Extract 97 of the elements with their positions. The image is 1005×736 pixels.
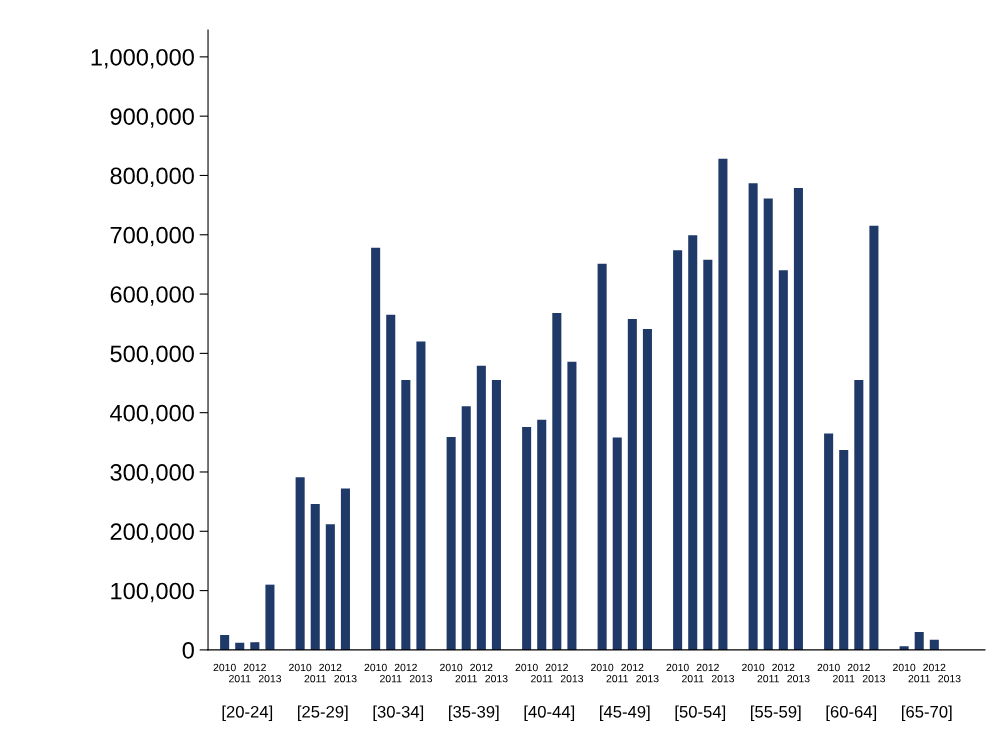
- text: 2012: [394, 663, 417, 672]
- text: 2011: [380, 674, 402, 683]
- bar: [567, 361, 577, 650]
- text: 2010: [289, 663, 312, 672]
- x-tick-label: [40-44]: [524, 705, 575, 721]
- bar: [627, 318, 637, 650]
- text: 2013: [409, 674, 433, 683]
- text: 2011: [304, 674, 326, 683]
- bar: [461, 406, 471, 650]
- text: 2010: [666, 663, 689, 672]
- bar: [476, 365, 486, 650]
- text: 2012: [545, 663, 568, 672]
- y-tick-label: 400,000: [110, 404, 194, 425]
- series-label: 2012: [319, 663, 342, 672]
- bar: [220, 635, 230, 650]
- text: 2010: [440, 663, 463, 672]
- x-tick-label: [25-29]: [298, 705, 348, 721]
- bar: [914, 632, 924, 650]
- y-tick-label: 500,000: [110, 345, 194, 365]
- text: 2010: [742, 663, 765, 672]
- bar: [310, 504, 320, 650]
- bar: [265, 584, 275, 650]
- text: 2013: [485, 674, 508, 683]
- x-tick-label: [55-59]: [751, 705, 801, 721]
- text: 2013: [334, 674, 357, 683]
- text: 2013: [711, 674, 735, 683]
- text: 2011: [531, 674, 553, 683]
- y-tick-label: 700,000: [110, 226, 194, 247]
- bar: [748, 183, 758, 650]
- bar: [839, 450, 849, 650]
- bar: [537, 419, 547, 650]
- bar: [295, 477, 305, 650]
- bar: [446, 436, 456, 650]
- bar: [522, 426, 532, 650]
- y-tick-label: 300,000: [110, 464, 194, 484]
- y-tick-label: 200,000: [110, 523, 194, 543]
- y-tick-label: 800,000: [110, 167, 194, 188]
- bar: [401, 380, 411, 650]
- text: 2012: [923, 663, 946, 672]
- x-tick-label: [35-39]: [449, 705, 499, 721]
- bar: [703, 259, 713, 650]
- bar: [778, 270, 788, 650]
- bar: [673, 250, 683, 650]
- bar: [325, 524, 335, 650]
- text: 2012: [696, 663, 719, 672]
- text: 2011: [455, 674, 477, 683]
- text: 2011: [757, 674, 779, 683]
- bar: [824, 433, 834, 650]
- text: 2012: [847, 663, 870, 672]
- x-tick-label: [65-70]: [902, 705, 952, 721]
- text: 2013: [787, 674, 810, 683]
- bar: [386, 314, 396, 650]
- bar: [688, 235, 698, 650]
- bar: [793, 187, 803, 650]
- bar: [763, 198, 773, 650]
- text: 2013: [862, 674, 886, 683]
- y-tick-label: 0: [182, 641, 194, 659]
- text: 2011: [229, 674, 251, 683]
- x-tick-label: [60-64]: [826, 705, 877, 721]
- text: 2012: [621, 663, 644, 672]
- text: 2012: [772, 663, 795, 672]
- text: 2010: [591, 663, 614, 672]
- series-label: 2010: [515, 663, 538, 672]
- y-tick-label: 600,000: [110, 286, 194, 306]
- text: 2010: [213, 663, 236, 672]
- bar: [642, 329, 652, 650]
- text: 2013: [938, 674, 961, 683]
- x-tick-label: [30-34]: [373, 705, 424, 721]
- text: 2011: [682, 674, 704, 683]
- text: 2013: [560, 674, 584, 683]
- bar: [597, 263, 607, 650]
- x-tick-label: [50-54]: [675, 705, 726, 721]
- x-tick-label: [45-49]: [600, 705, 650, 721]
- bar: [869, 225, 879, 650]
- bar: [552, 313, 562, 650]
- bar: [612, 437, 622, 650]
- bar: [718, 158, 728, 650]
- y-tick-label: 1,000,000: [91, 48, 194, 69]
- bar: [250, 642, 260, 650]
- text: 2012: [470, 663, 493, 672]
- text: 2011: [833, 674, 855, 683]
- text: 2011: [606, 674, 628, 683]
- bar: [416, 341, 426, 650]
- text: 2011: [908, 674, 930, 683]
- bar: [854, 380, 864, 650]
- text: 2010: [364, 663, 387, 672]
- text: 2010: [893, 663, 916, 672]
- y-tick-label: 900,000: [110, 108, 194, 128]
- bar: [371, 247, 381, 650]
- x-tick-label: [20-24]: [222, 705, 273, 721]
- bar: [491, 380, 501, 650]
- y-tick-label: 100,000: [111, 582, 194, 603]
- text: 2010: [817, 663, 840, 672]
- text: 2013: [636, 674, 659, 683]
- text: 2013: [258, 674, 282, 683]
- bar: [340, 488, 350, 650]
- text: 2012: [243, 663, 266, 672]
